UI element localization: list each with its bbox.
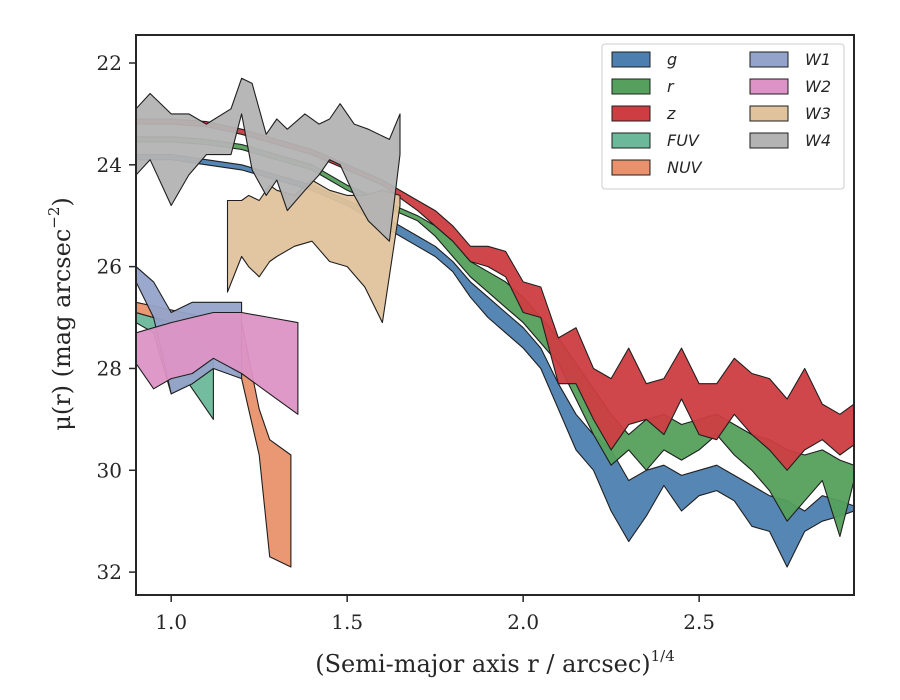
legend-swatch-w2 [749, 78, 789, 95]
y-tick-label: 26 [97, 255, 122, 279]
legend-swatch-r [611, 78, 651, 95]
series-band-z [136, 118, 854, 471]
legend-label-w3: W3 [805, 104, 831, 123]
series-band-w2 [136, 311, 299, 415]
legend-label-w1: W1 [805, 50, 831, 69]
legend-label-fuv: FUV [667, 131, 700, 150]
x-tick-label: 1.5 [331, 610, 363, 634]
x-tick-label: 1.0 [155, 610, 187, 634]
series-band-g [136, 154, 854, 568]
legend-label-w4: W4 [805, 131, 831, 150]
x-axis-label: (Semi-major axis r / arcsec)1/4 [315, 647, 675, 678]
legend-swatch-w3 [749, 105, 789, 122]
y-tick-label: 22 [97, 51, 122, 75]
y-tick-label: 32 [97, 560, 122, 584]
legend-swatch-w1 [749, 51, 789, 68]
legend-label-w2: W2 [805, 77, 831, 96]
legend-swatch-nuv [611, 159, 651, 176]
y-axis-label: μ(r) (mag arcsec−2) [45, 197, 76, 431]
y-axis: 22 24 26 28 30 32 [97, 51, 136, 584]
y-tick-label: 30 [97, 458, 122, 482]
legend-swatch-z [611, 105, 651, 122]
legend-label-r: r [667, 77, 675, 96]
y-tick-label: 28 [97, 356, 122, 380]
x-axis-label-superscript: 1/4 [651, 647, 675, 665]
legend-label-g: g [667, 50, 677, 69]
y-tick-label: 24 [97, 153, 122, 177]
legend: grz FUV NUV W1 W2 W3 W4 [601, 43, 845, 190]
x-axis: 1.0 1.5 2.0 2.5 [155, 595, 715, 634]
series-band-r [136, 136, 854, 538]
legend-swatch-g [611, 51, 651, 68]
legend-swatch-fuv [611, 132, 651, 149]
legend-label-nuv: NUV [667, 158, 703, 177]
y-axis-label-superscript: −2 [45, 207, 63, 229]
legend-label-z: z [666, 104, 676, 123]
series-layer [136, 77, 854, 568]
plot-frame [135, 34, 855, 596]
legend-swatch-w4 [749, 132, 789, 149]
series-band-w4 [136, 77, 401, 242]
x-tick-label: 2.5 [683, 610, 715, 634]
y-axis-label-suffix: ) [48, 197, 76, 206]
x-tick-label: 2.0 [507, 610, 539, 634]
